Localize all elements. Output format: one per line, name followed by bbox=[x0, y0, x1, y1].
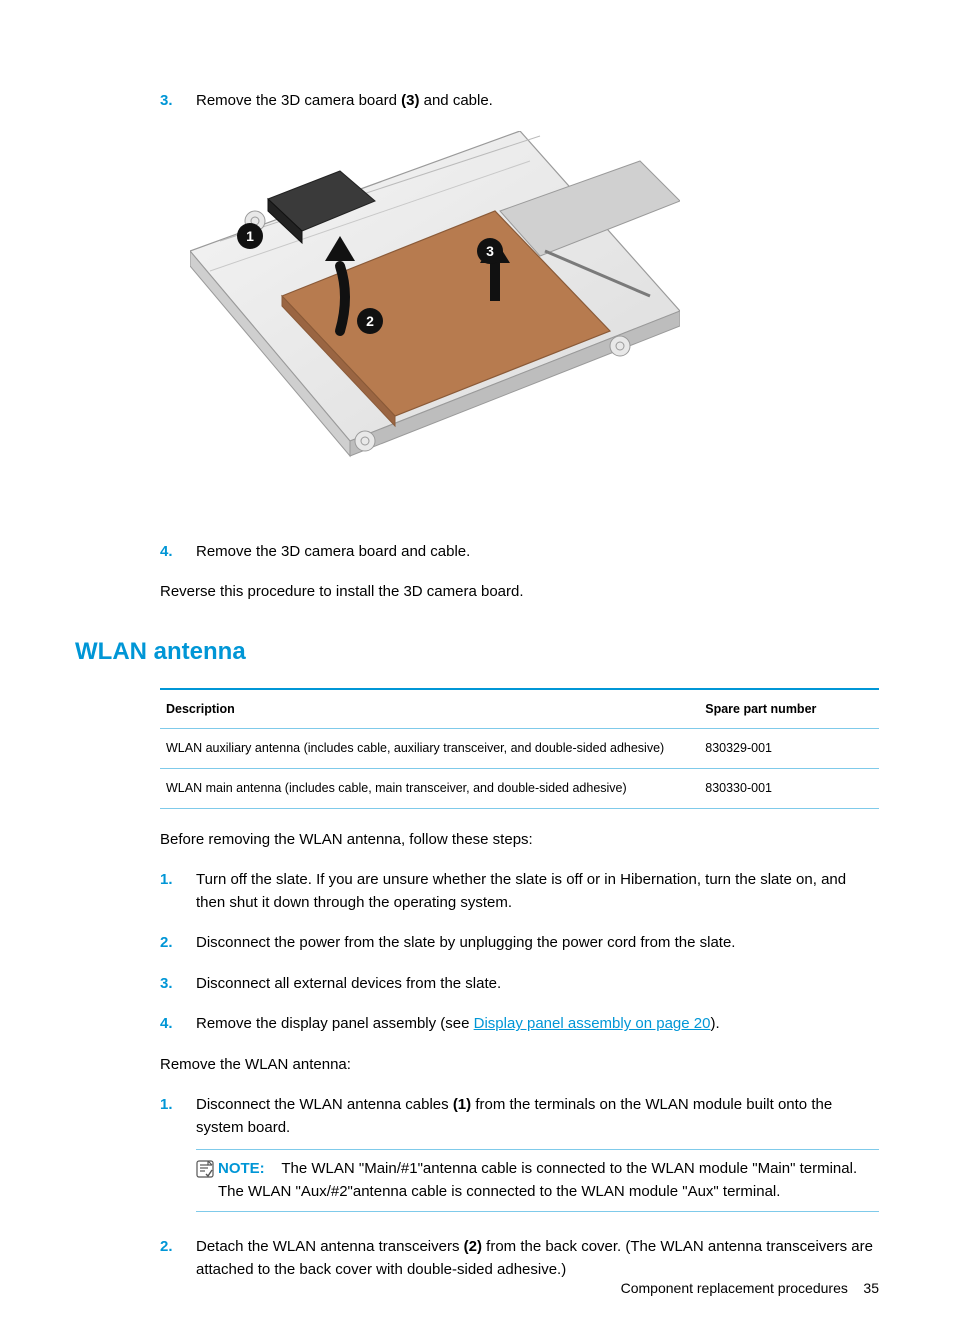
step-4: 4. Remove the 3D camera board and cable. bbox=[160, 541, 879, 564]
step-number: 4. bbox=[160, 541, 196, 564]
xref-display-panel[interactable]: Display panel assembly on page 20 bbox=[474, 1015, 711, 1032]
prep-step-3: 3. Disconnect all external devices from … bbox=[160, 973, 879, 996]
step-number: 3. bbox=[160, 90, 196, 113]
svg-text:2: 2 bbox=[366, 313, 374, 329]
reverse-procedure-text: Reverse this procedure to install the 3D… bbox=[160, 581, 879, 604]
svg-text:3: 3 bbox=[486, 243, 494, 259]
th-description: Description bbox=[160, 690, 699, 729]
section-title: WLAN antenna bbox=[75, 634, 879, 670]
note-label: NOTE: bbox=[218, 1160, 265, 1177]
parts-table: Description Spare part number WLAN auxil… bbox=[160, 688, 879, 809]
svg-text:1: 1 bbox=[246, 228, 254, 244]
remove-step-2: 2. Detach the WLAN antenna transceivers … bbox=[160, 1236, 879, 1281]
note-box: NOTE: The WLAN "Main/#1"antenna cable is… bbox=[196, 1149, 879, 1212]
remove-step-1: 1. Disconnect the WLAN antenna cables (1… bbox=[160, 1094, 879, 1226]
page-footer: Component replacement procedures 35 bbox=[621, 1278, 879, 1299]
remove-heading: Remove the WLAN antenna: bbox=[160, 1054, 879, 1077]
th-spare-part: Spare part number bbox=[699, 690, 879, 729]
prep-step-4: 4. Remove the display panel assembly (se… bbox=[160, 1013, 879, 1036]
note-icon bbox=[196, 1158, 218, 1203]
camera-board-figure: 1 2 3 bbox=[190, 131, 879, 511]
before-removing-text: Before removing the WLAN antenna, follow… bbox=[160, 829, 879, 852]
table-row: WLAN main antenna (includes cable, main … bbox=[160, 769, 879, 808]
prep-step-2: 2. Disconnect the power from the slate b… bbox=[160, 932, 879, 955]
step-text: Remove the 3D camera board and cable. bbox=[196, 541, 879, 564]
table-row: WLAN auxiliary antenna (includes cable, … bbox=[160, 729, 879, 769]
note-text: The WLAN "Main/#1"antenna cable is conne… bbox=[218, 1160, 857, 1200]
step-3: 3. Remove the 3D camera board (3) and ca… bbox=[160, 90, 879, 113]
prep-step-1: 1. Turn off the slate. If you are unsure… bbox=[160, 869, 879, 914]
step-text: Remove the 3D camera board (3) and cable… bbox=[196, 90, 879, 113]
